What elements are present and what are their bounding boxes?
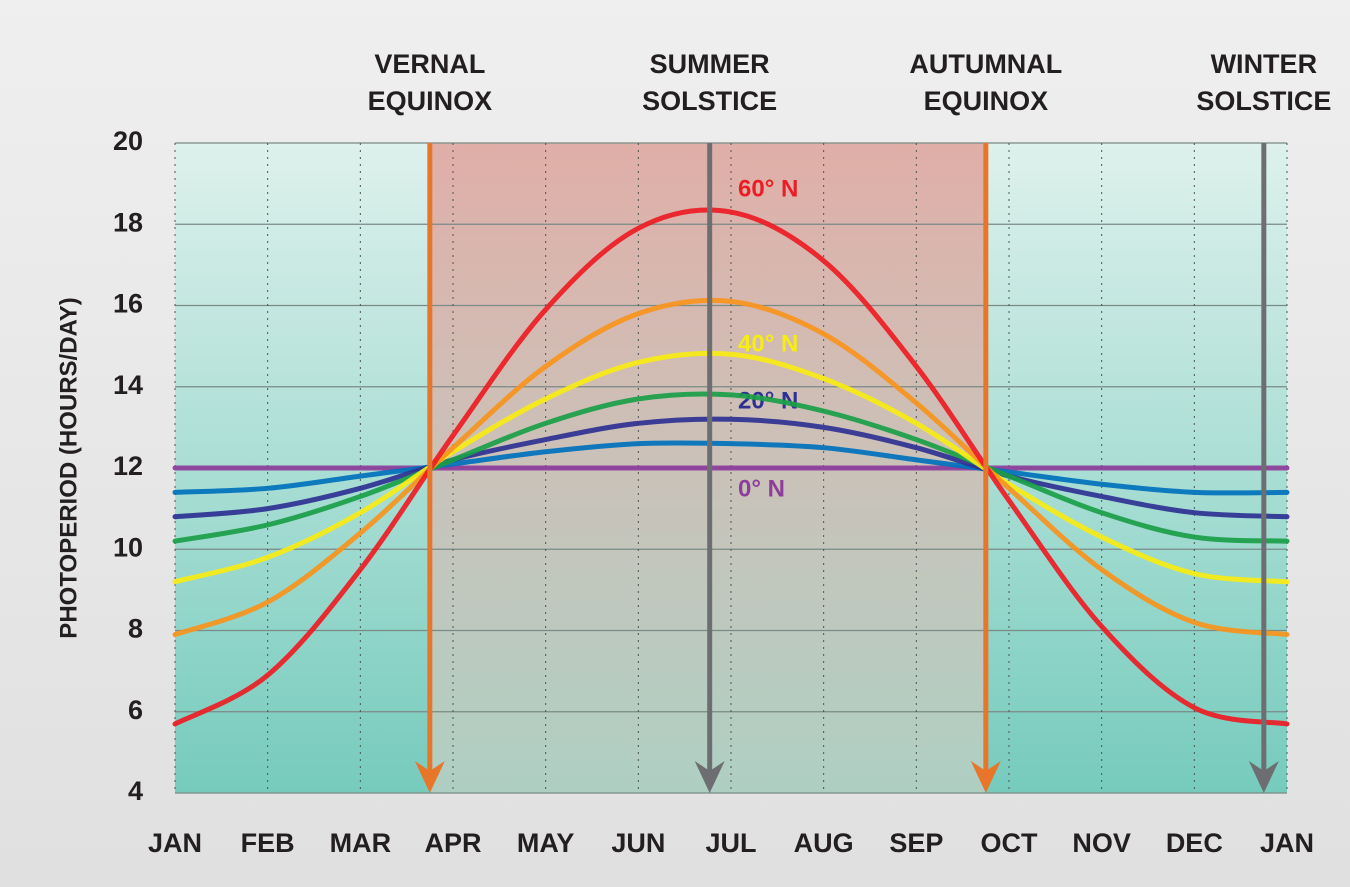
y-tick-label: 6 — [128, 695, 143, 725]
series-label: 60° N — [738, 175, 798, 202]
y-tick-label: 18 — [113, 207, 143, 237]
x-tick-label: DEC — [1166, 828, 1223, 858]
event-arrow-head — [694, 761, 725, 793]
event-label: SUMMER — [650, 49, 770, 79]
event-arrow-head — [414, 761, 445, 793]
series-line — [172, 350, 1290, 585]
x-tick-label: MAR — [330, 828, 392, 858]
event-label: VERNAL — [374, 49, 485, 79]
y-tick-label: 10 — [113, 532, 143, 562]
y-tick-label: 14 — [113, 370, 143, 400]
x-tick-label: JAN — [1260, 828, 1314, 858]
x-tick-label: FEB — [241, 828, 295, 858]
event-label: AUTUMNAL — [909, 49, 1062, 79]
event-label: SOLSTICE — [642, 86, 777, 116]
y-axis-title: PHOTOPERIOD (HOURS/DAY) — [55, 297, 82, 638]
event-label: WINTER — [1211, 49, 1317, 79]
event-label: EQUINOX — [368, 86, 493, 116]
x-tick-label: APR — [424, 828, 481, 858]
y-tick-label: 16 — [113, 289, 143, 319]
x-tick-label: JUL — [705, 828, 756, 858]
x-tick-label: SEP — [889, 828, 943, 858]
x-tick-label: OCT — [981, 828, 1039, 858]
y-tick-label: 20 — [113, 126, 143, 156]
event-label: EQUINOX — [924, 86, 1049, 116]
series-line — [172, 440, 1290, 496]
y-tick-label: 12 — [113, 451, 143, 481]
x-tick-label: MAY — [517, 828, 575, 858]
series-label: 0° N — [738, 475, 785, 502]
y-tick-label: 8 — [128, 614, 143, 644]
event-label: SOLSTICE — [1196, 86, 1331, 116]
series-label: 40° N — [738, 331, 798, 358]
event-arrow-head — [970, 761, 1001, 793]
x-tick-label: AUG — [794, 828, 854, 858]
series-line — [172, 207, 1290, 727]
series-line — [172, 416, 1290, 520]
series-line — [172, 391, 1290, 544]
y-tick-label: 4 — [128, 776, 143, 806]
event-arrow-head — [1248, 761, 1279, 793]
x-tick-label: NOV — [1072, 828, 1131, 858]
series-line — [172, 297, 1290, 638]
x-tick-label: JUN — [611, 828, 665, 858]
x-tick-label: JAN — [148, 828, 202, 858]
